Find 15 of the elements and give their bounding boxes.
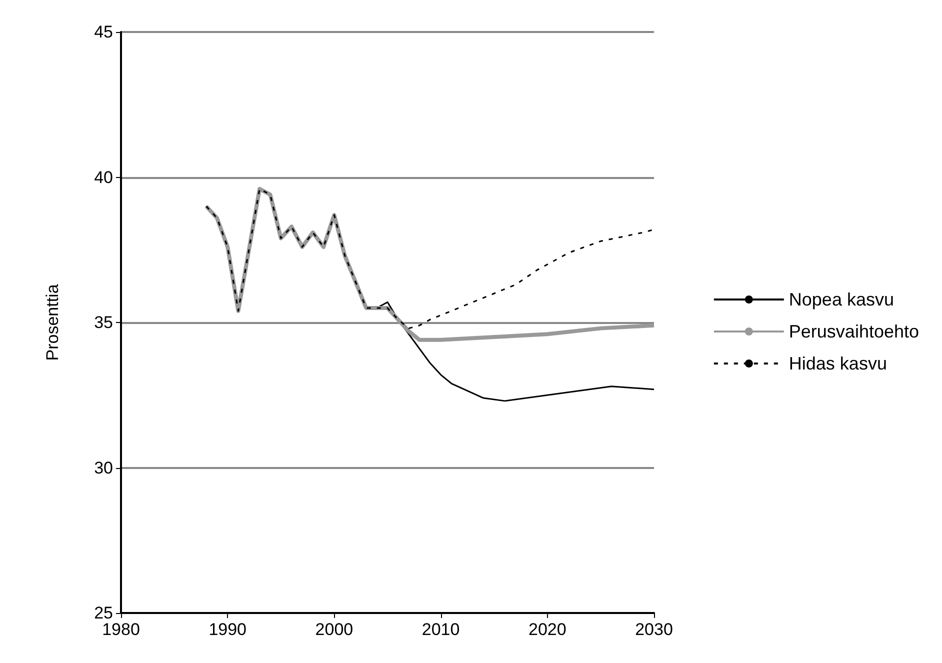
x-tick-label: 1980 [102, 620, 140, 639]
x-tick-label: 2010 [422, 620, 460, 639]
y-tick-label: 25 [94, 604, 113, 622]
y-tick-label: 35 [94, 313, 113, 332]
x-tick-label: 2020 [528, 620, 566, 639]
x-tick-label: 2000 [315, 620, 354, 639]
legend-label: Perusvaihtoehto [788, 322, 920, 342]
x-tick-label: 2030 [635, 620, 673, 639]
legend-label: Hidas kasvu [788, 354, 887, 374]
y-tick-label: 40 [94, 168, 113, 187]
y-tick-label: 30 [94, 458, 113, 478]
y-tick-label: 45 [94, 22, 113, 42]
y-axis-title: Prosenttia [43, 284, 62, 361]
x-tick-label: 1990 [208, 620, 247, 639]
legend-label: Nopea kasvu [788, 290, 894, 310]
